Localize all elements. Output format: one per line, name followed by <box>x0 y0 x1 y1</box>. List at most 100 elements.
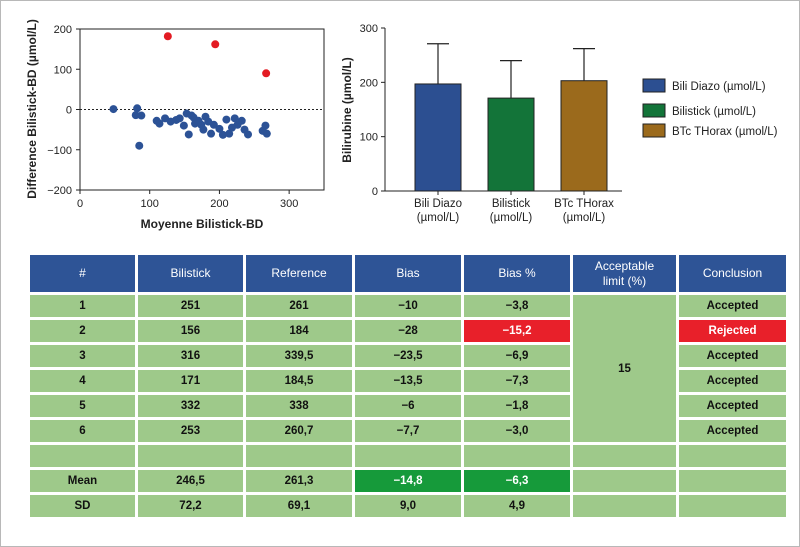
table-row-empty <box>30 445 786 467</box>
bland-altman-scatter: 200 100 0 −100 −200 0 100 200 300 Moyenne Bilis… <box>25 19 325 231</box>
scatter-x-tick-label: 300 <box>280 198 298 210</box>
scatter-point <box>218 130 227 139</box>
scatter-y-tick-label: −100 <box>47 145 72 157</box>
bar-legend: Bili Diazo (µmol/L) Bilistick (µmol/L) BTc… <box>642 78 778 138</box>
scatter-point <box>175 114 184 123</box>
conclusion-cell: Accepted <box>679 395 786 417</box>
bar-y-axis-label: Bilirubine (µmol/L) <box>340 57 354 163</box>
scatter-point <box>135 141 144 150</box>
bias-cell: −13,5 <box>355 370 461 392</box>
empty-cell <box>679 470 786 492</box>
empty-cell <box>246 445 352 467</box>
bias-sd-cell: 9,0 <box>355 495 461 517</box>
table-row: 1 251 261 −10 −3,8 15 Accepted <box>30 295 786 442</box>
scatter-point <box>222 115 231 124</box>
bar-category-label: Bili Diazo <box>414 198 462 210</box>
bias-cell: −23,5 <box>355 345 461 367</box>
legend-label: Bilistick (µmol/L) <box>672 106 756 118</box>
conclusion-cell: Accepted <box>679 370 786 392</box>
bilistick-cell: 253 <box>138 420 243 442</box>
header-cell-conclusion: Conclusion <box>679 255 786 292</box>
table-header-row: # Bilistick Reference Bias Bias % Accept… <box>30 255 786 292</box>
legend-swatch <box>642 78 666 93</box>
empty-cell <box>138 445 243 467</box>
reference-mean-cell: 261,3 <box>246 470 352 492</box>
scatter-point <box>215 124 224 133</box>
row-number-cell: 1 <box>30 295 135 317</box>
scatter-y-tick-label: 200 <box>54 24 72 36</box>
scatter-point <box>207 129 216 138</box>
scatter-point <box>262 129 271 138</box>
scatter-x-axis-label: Moyenne Bilistick-BD <box>141 217 264 231</box>
reference-cell: 260,7 <box>246 420 352 442</box>
legend-swatch <box>642 103 666 118</box>
bar-y-tick-label: 100 <box>360 132 378 144</box>
header-cell-bias: Bias <box>355 255 461 292</box>
bias-cell: −7,7 <box>355 420 461 442</box>
scatter-point <box>155 119 164 128</box>
empty-cell <box>679 495 786 517</box>
row-number-cell: 2 <box>30 320 135 342</box>
bias-percent-sd-cell: 4,9 <box>464 495 570 517</box>
row-number-cell: 5 <box>30 395 135 417</box>
bias-mean-cell: −14,8 <box>355 470 461 492</box>
table-row: 2 156 184 −28 −15,2 Rejected <box>30 320 786 342</box>
bias-percent-cell: −3,8 <box>464 295 570 317</box>
scatter-y-tick-label: −200 <box>47 185 72 197</box>
table-row: 4 171 184,5 −13,5 −7,3 Accepted <box>30 370 786 392</box>
bilistick-cell: 332 <box>138 395 243 417</box>
bar-y-tick-label: 300 <box>360 23 378 35</box>
bilistick-cell: 316 <box>138 345 243 367</box>
bias-percent-cell: −6,9 <box>464 345 570 367</box>
scatter-point <box>225 129 234 138</box>
scatter-point <box>230 114 239 123</box>
empty-cell <box>30 445 135 467</box>
header-cell-bilistick: Bilistick <box>138 255 243 292</box>
row-number-cell: 6 <box>30 420 135 442</box>
table-row: 6 253 260,7 −7,7 −3,0 Accepted <box>30 420 786 442</box>
reference-sd-cell: 69,1 <box>246 495 352 517</box>
legend-label: BTc THorax (µmol/L) <box>672 126 778 138</box>
scatter-point <box>109 105 118 114</box>
reference-cell: 338 <box>246 395 352 417</box>
bar-category-unit-label: (µmol/L) <box>490 212 533 224</box>
bar <box>414 83 462 192</box>
acceptable-limit-cell: 15 <box>573 295 676 442</box>
bilistick-sd-cell: 72,2 <box>138 495 243 517</box>
scatter-y-axis-label: Difference Bilistick-BD (µmol/L) <box>25 19 39 199</box>
scatter-y-tick-label: 100 <box>54 64 72 76</box>
bias-percent-cell: −1,8 <box>464 395 570 417</box>
bias-cell: −6 <box>355 395 461 417</box>
bar-y-tick-label: 200 <box>360 77 378 89</box>
header-cell-index: # <box>30 255 135 292</box>
bias-percent-mean-cell: −6,3 <box>464 470 570 492</box>
conclusion-cell: Accepted <box>679 295 786 317</box>
empty-cell <box>573 470 676 492</box>
scatter-x-tick-label: 0 <box>77 198 83 210</box>
empty-cell <box>464 445 570 467</box>
reference-cell: 339,5 <box>246 345 352 367</box>
legend-swatch <box>642 123 666 138</box>
scatter-point <box>137 111 146 120</box>
empty-cell <box>573 445 676 467</box>
table-row: 5 332 338 −6 −1,8 Accepted <box>30 395 786 417</box>
empty-cell <box>679 445 786 467</box>
bar <box>560 80 608 192</box>
bias-percent-cell: −3,0 <box>464 420 570 442</box>
table-row-mean: Mean 246,5 261,3 −14,8 −6,3 <box>30 470 786 492</box>
conclusion-cell: Accepted <box>679 345 786 367</box>
header-cell-reference: Reference <box>246 255 352 292</box>
bilirubin-bar-chart: 300 200 100 0 Bili Diazo (µmol/L) Bilistick (µ… <box>340 23 778 224</box>
bar-category-unit-label: (µmol/L) <box>417 212 460 224</box>
bilistick-results-table: # Bilistick Reference Bias Bias % Accept… <box>27 252 789 520</box>
charts-svg: 200 100 0 −100 −200 0 100 200 300 Moyenne Bilis… <box>25 19 778 231</box>
scatter-point <box>244 130 253 139</box>
bar <box>487 97 535 192</box>
scatter-outlier-point <box>163 32 172 41</box>
bar-category-label: Bilistick <box>492 198 531 210</box>
table-row: 3 316 339,5 −23,5 −6,9 Accepted <box>30 345 786 367</box>
empty-cell <box>573 495 676 517</box>
bias-percent-cell: −7,3 <box>464 370 570 392</box>
scatter-point <box>261 121 270 130</box>
scatter-y-tick-label: 0 <box>66 105 72 117</box>
